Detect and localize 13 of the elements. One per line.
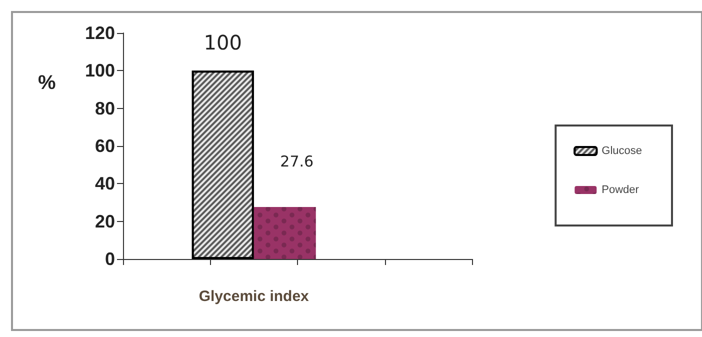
y-tick-label: 40 — [94, 174, 115, 194]
y-tick-label: 100 — [84, 60, 115, 81]
data-label: 100 — [204, 30, 242, 55]
y-tick-label: 80 — [94, 98, 115, 118]
y-tick-label: 20 — [94, 211, 115, 232]
legend-label: Glucose — [602, 145, 642, 157]
legend-label: Powder — [602, 184, 640, 196]
x-tick-label: Glycemic index — [198, 288, 310, 305]
y-tick-label: 60 — [94, 136, 115, 156]
y-tick-label: 0 — [104, 249, 115, 269]
data-label: 27.6 — [280, 152, 314, 171]
y-tick-label: 120 — [84, 23, 115, 43]
y-axis-title: % — [38, 72, 56, 94]
